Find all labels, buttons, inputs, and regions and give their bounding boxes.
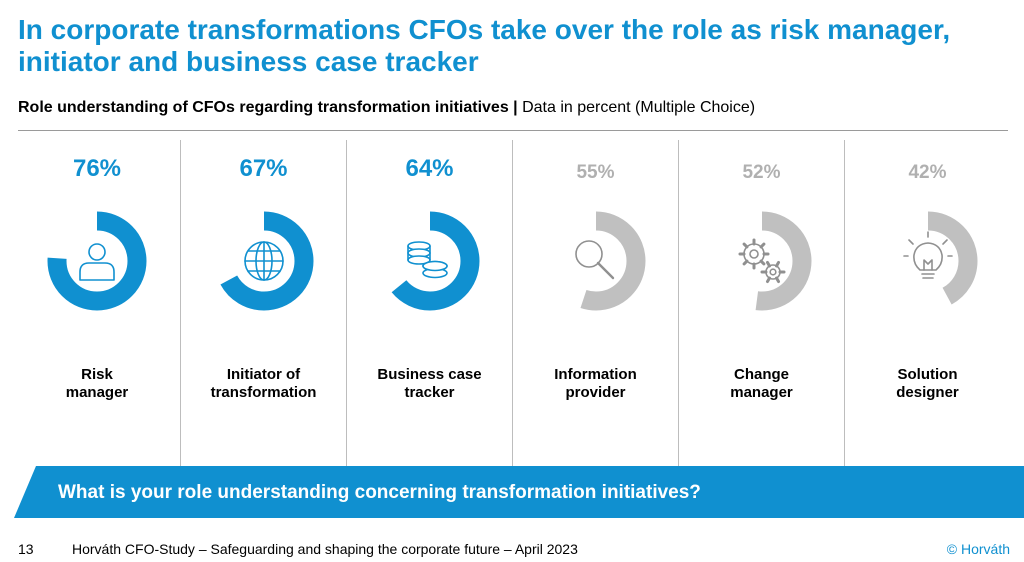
donut-chart (380, 211, 480, 311)
data-label: 76% (72, 155, 122, 182)
category-label: Change manager (679, 366, 844, 402)
data-label: 67% (239, 155, 288, 182)
category-label-line: transformation (210, 384, 317, 401)
gears-icon (738, 238, 786, 284)
copyright-notice: © Horváth (946, 541, 1010, 557)
subtitle-main: Role understanding of CFOs regarding tra… (18, 99, 509, 116)
category-label: Initiator of transformation (181, 366, 346, 402)
category-label-line: tracker (404, 384, 455, 401)
category-label-line: Risk (81, 366, 113, 383)
category-label: Information provider (513, 366, 678, 402)
category-label-line: Information (554, 366, 637, 383)
subtitle-note: Data in percent (Multiple Choice) (522, 99, 756, 116)
donut-arc (878, 211, 978, 311)
person-icon (79, 243, 115, 281)
category-label-line: provider (565, 384, 626, 401)
donut-arc (712, 211, 812, 311)
chart-subtitle: Role understanding of CFOs regarding tra… (18, 98, 755, 118)
category-label: Risk manager (14, 366, 180, 402)
coins-icon (407, 241, 448, 279)
slide-title: In corporate transformations CFOs take o… (18, 14, 951, 77)
donut-chart (712, 211, 812, 311)
donut-chart-row: 76% Risk manager 67% Initiator of transformat… (14, 140, 1010, 466)
footer-source: Horváth CFO-Study – Safeguarding and sha… (72, 541, 578, 557)
donut-arc (546, 211, 646, 311)
donut-chart (214, 211, 314, 311)
category-label-line: Change (733, 366, 789, 383)
data-label: 52% (742, 162, 781, 183)
banner-shape (14, 466, 1024, 518)
category-label-line: manager (730, 384, 793, 401)
donut-arc (47, 211, 147, 311)
globe-icon (244, 241, 284, 281)
magnifier-icon (575, 240, 615, 280)
banner-question: What is your role understanding concerni… (58, 482, 701, 503)
chart-column: 76% Risk manager (14, 140, 180, 466)
data-label: 55% (576, 162, 615, 183)
category-label-line: Business case (377, 366, 482, 383)
donut-chart (47, 211, 147, 311)
page-number: 13 (18, 541, 34, 557)
category-label-line: Solution (897, 366, 958, 383)
lightbulb-icon (903, 231, 953, 279)
donut-arc (380, 211, 480, 311)
question-banner (14, 466, 1024, 518)
category-label-line: Initiator of (226, 366, 301, 383)
data-label: 64% (405, 155, 454, 182)
header-divider (18, 130, 1008, 131)
chart-column: 42% Solution designer (844, 140, 1010, 466)
category-label-line: manager (65, 384, 129, 401)
chart-column: 64% Business case tracker (346, 140, 512, 466)
category-label: Solution designer (845, 366, 1010, 402)
chart-column: 67% Initiator of transformation (180, 140, 346, 466)
chart-column: 52% Change manager (678, 140, 844, 466)
data-label: 42% (908, 162, 947, 183)
donut-chart (546, 211, 646, 311)
chart-column: 55% Information provider (512, 140, 678, 466)
donut-chart (878, 211, 978, 311)
category-label-line: designer (896, 384, 959, 401)
donut-arc (214, 211, 314, 311)
subtitle-separator: | (508, 99, 523, 116)
category-label: Business case tracker (347, 366, 512, 402)
